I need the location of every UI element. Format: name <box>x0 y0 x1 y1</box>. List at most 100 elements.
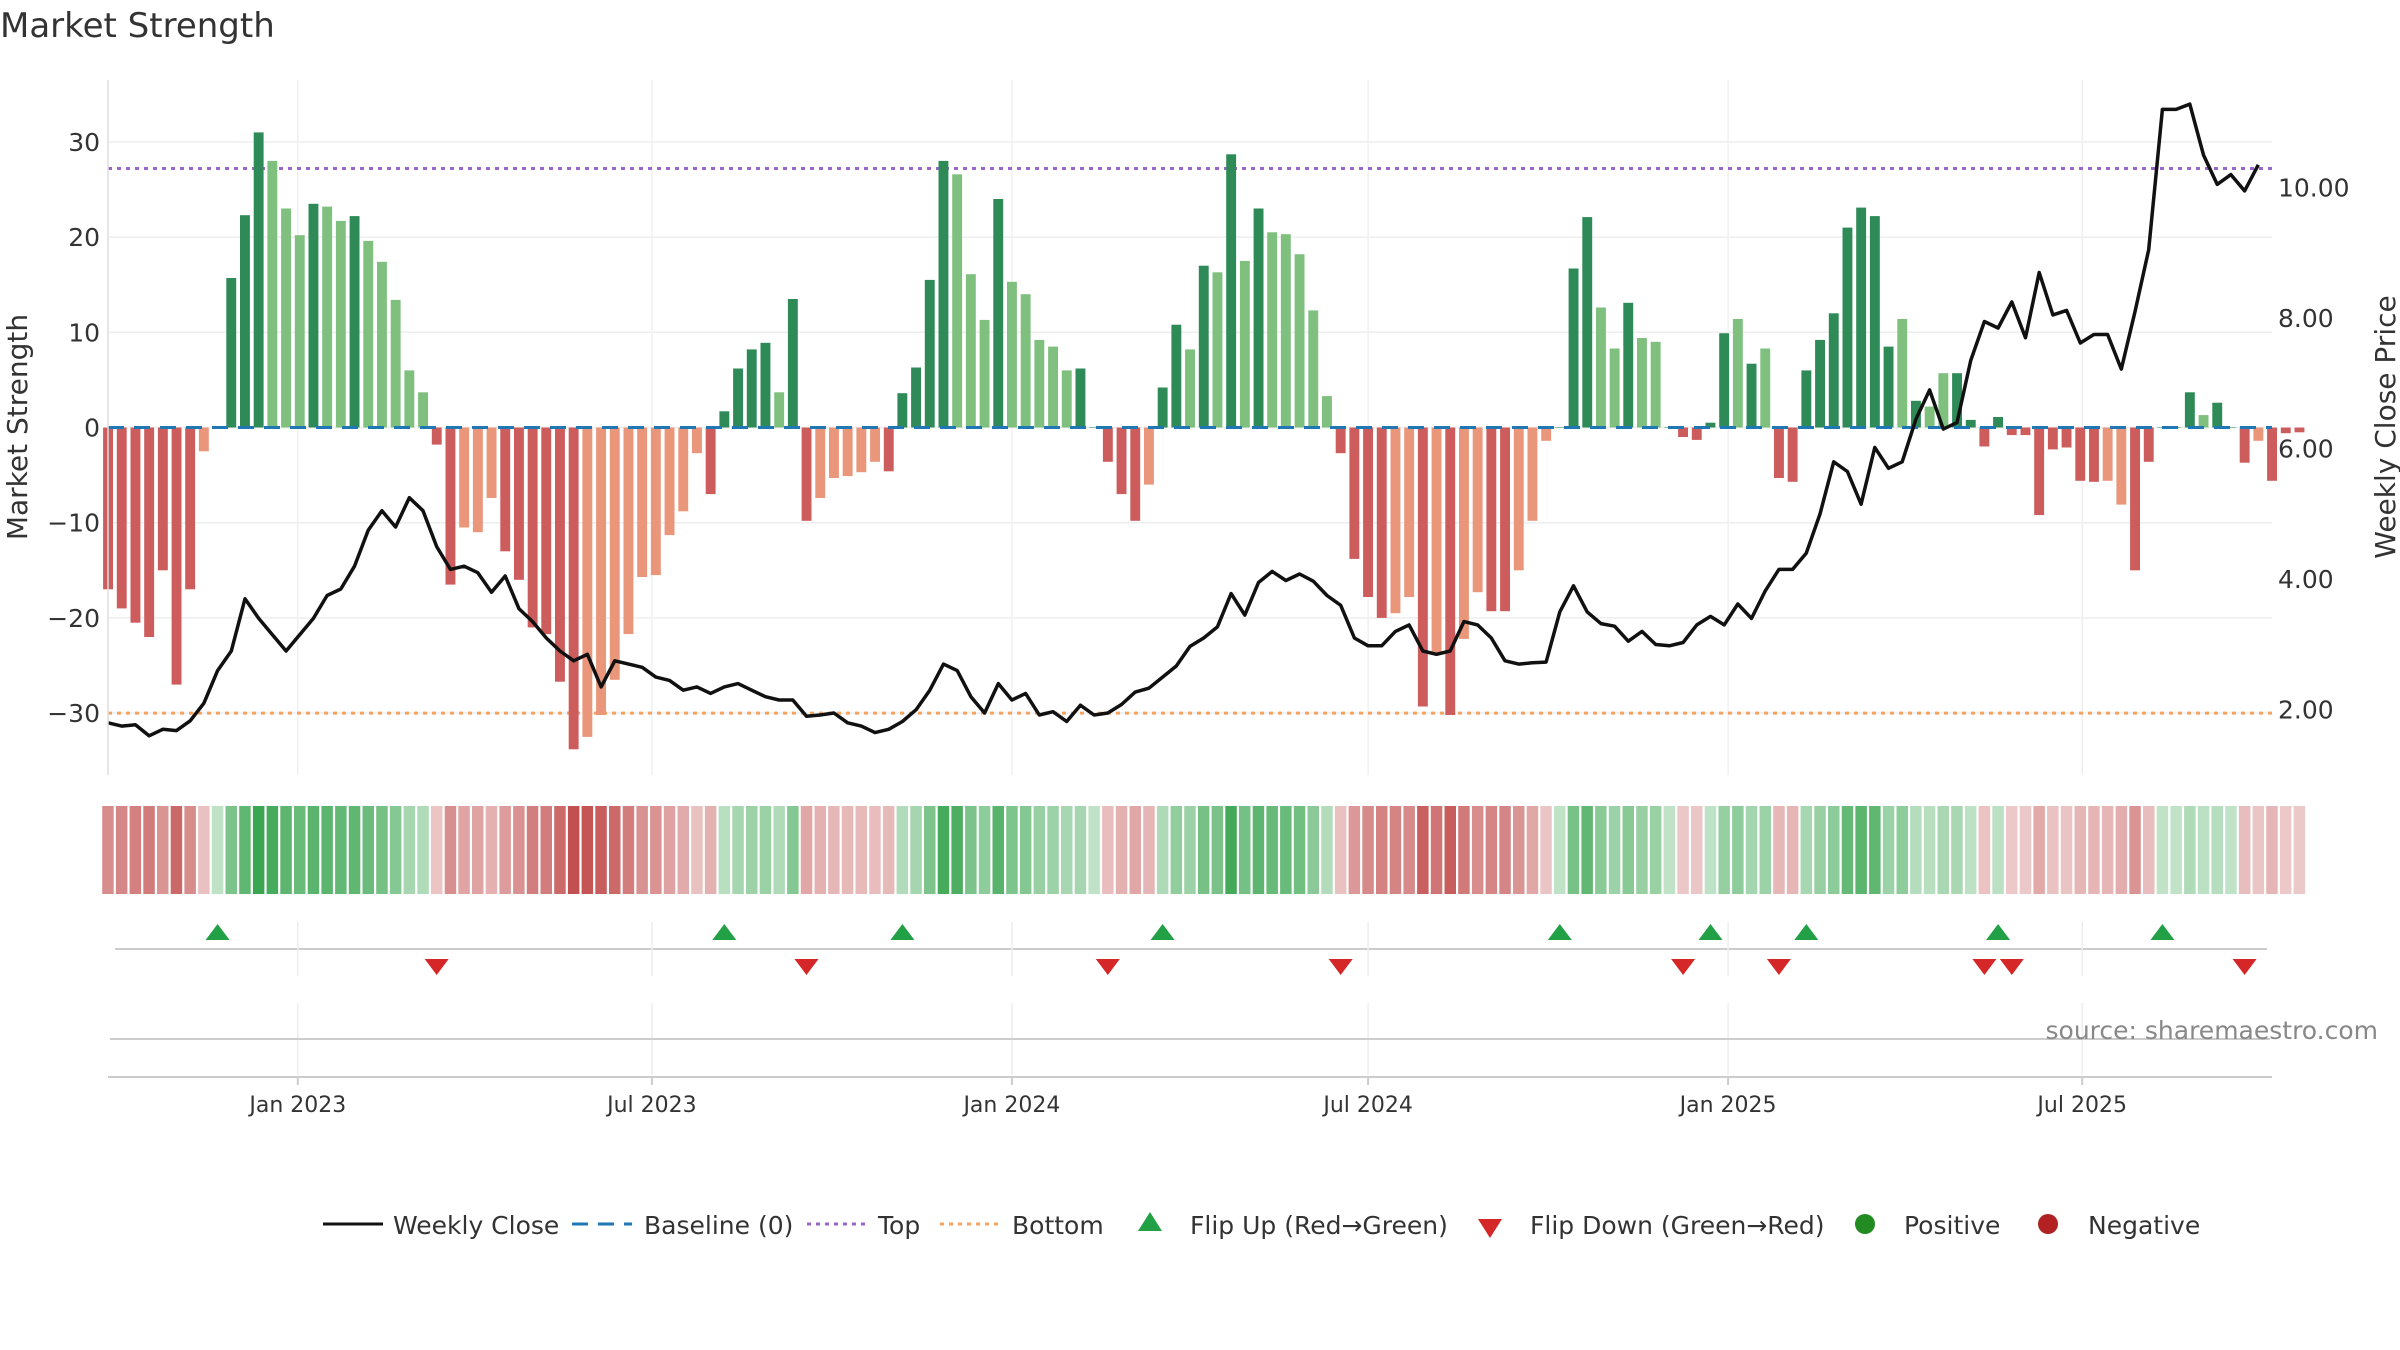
strength-cell <box>2143 806 2155 894</box>
strength-cell <box>2279 806 2292 894</box>
strength-cell <box>170 806 183 894</box>
strength-bar <box>1965 419 1976 428</box>
strength-bar <box>1568 268 1579 428</box>
strength-cell <box>1526 806 1539 894</box>
strength-bar <box>2102 427 2113 481</box>
strength-cell <box>1334 806 1347 894</box>
strength-cell <box>1321 806 1333 894</box>
strength-cell <box>1252 806 1265 894</box>
strength-cell <box>2156 806 2169 894</box>
strength-bar <box>377 261 387 428</box>
flip-down-marker <box>2232 959 2257 975</box>
strength-cell <box>362 806 374 894</box>
strength-cell <box>2006 806 2018 894</box>
flip-down-marker <box>1999 959 2024 975</box>
strength-cell <box>2252 806 2265 894</box>
flip-up-marker <box>1150 924 1175 940</box>
strength-bar <box>1979 427 1990 447</box>
strength-cell <box>1170 806 1183 894</box>
strength-bar <box>637 427 648 577</box>
strength-cell <box>1293 806 1306 894</box>
strength-bar <box>1335 427 1346 454</box>
strength-cell <box>1197 806 1210 894</box>
strength-cell <box>1773 806 1785 894</box>
strength-cell <box>1513 806 1525 894</box>
flip-up-marker <box>205 924 230 940</box>
y2-tick-label: 4.00 <box>2278 565 2334 594</box>
strength-cell <box>636 806 648 894</box>
strength-bar <box>1417 427 1428 707</box>
strength-cell <box>814 806 826 894</box>
strength-cell <box>1951 806 1963 894</box>
strength-bar <box>1308 310 1319 428</box>
strength-bar <box>1253 208 1264 428</box>
strength-bar <box>541 427 552 635</box>
strength-bar <box>1212 272 1223 428</box>
strength-cell <box>1129 806 1141 894</box>
strength-bar <box>1554 427 1565 428</box>
strength-cell <box>1239 806 1251 894</box>
strength-bar <box>1883 346 1894 428</box>
strength-cell <box>252 806 265 894</box>
strength-cell <box>1896 806 1908 894</box>
strength-cell <box>622 806 635 894</box>
strength-bar <box>2198 415 2209 428</box>
strength-cell <box>677 806 689 894</box>
strength-cell <box>650 806 662 894</box>
strength-cell <box>1882 806 1895 894</box>
strength-cell <box>663 806 676 894</box>
strength-cell <box>1266 806 1278 894</box>
strength-cell <box>1444 806 1456 894</box>
strength-cell <box>718 806 731 894</box>
strength-cell <box>1581 806 1593 894</box>
y-tick-label: 10 <box>68 318 100 347</box>
strength-bar <box>1650 341 1661 428</box>
strength-bar <box>650 427 661 576</box>
strength-bar <box>1801 370 1812 428</box>
right-axis-label: Weekly Close Price <box>2369 295 2400 558</box>
strength-bar <box>582 427 593 737</box>
strength-cell <box>978 806 991 894</box>
strength-bar <box>2267 427 2277 481</box>
flip-up-marker <box>712 924 737 940</box>
strength-bar <box>1856 207 1867 428</box>
strength-cell <box>1280 806 1292 894</box>
strength-bar <box>829 427 839 478</box>
strength-bar <box>308 203 319 428</box>
strength-bar <box>705 427 716 495</box>
flip-down-marker <box>1095 959 1120 975</box>
strength-cell <box>307 806 320 894</box>
strength-bar <box>1102 427 1113 462</box>
strength-cell <box>1978 806 1991 894</box>
strength-bar <box>144 427 155 637</box>
strength-cell <box>1362 806 1374 894</box>
strength-bar <box>363 240 374 428</box>
strength-cell <box>1869 806 1881 894</box>
strength-bar <box>2130 427 2140 571</box>
strength-bar <box>1787 427 1798 482</box>
strength-cell <box>2225 806 2237 894</box>
strength-bar <box>1267 232 1278 428</box>
flip-up-marker <box>1547 924 1572 940</box>
legend-baseline: Baseline (0) <box>644 1211 793 1240</box>
flip-down-marker <box>424 959 449 975</box>
strength-cell <box>1910 806 1922 894</box>
strength-bar <box>664 427 675 536</box>
strength-bar <box>1061 370 1072 428</box>
flip-down-marker <box>1766 959 1791 975</box>
strength-cell <box>1184 806 1196 894</box>
empty-bottom-panel <box>110 1003 2270 1075</box>
strength-bar <box>527 427 538 628</box>
strength-bar <box>1993 417 2003 428</box>
strength-bar <box>555 427 565 682</box>
strength-cell <box>513 806 525 894</box>
strength-bar <box>1198 265 1209 428</box>
strength-bar <box>281 208 291 428</box>
strength-bar <box>2075 427 2086 481</box>
strength-cell <box>198 806 210 894</box>
strength-cell <box>211 806 224 894</box>
strength-cell <box>759 806 772 894</box>
x-tick-label: Jul 2023 <box>605 1093 697 1118</box>
strength-bar <box>1459 427 1469 639</box>
flip-down-marker <box>1328 959 1353 975</box>
